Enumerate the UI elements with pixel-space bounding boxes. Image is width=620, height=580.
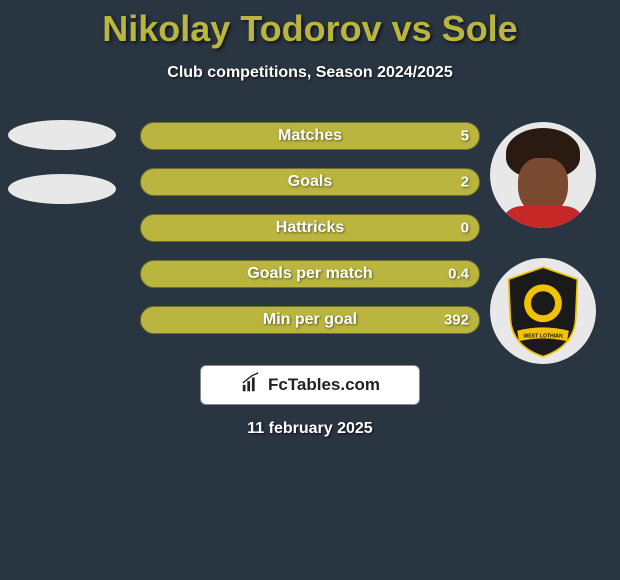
- crest-banner-text: WEST LOTHIAN: [523, 334, 563, 340]
- stat-bar-hattricks: Hattricks 0: [140, 214, 480, 242]
- player-avatar: [490, 122, 596, 228]
- stat-label: Min per goal: [263, 311, 357, 329]
- stat-label: Goals per match: [247, 265, 372, 283]
- stat-bar-matches: Matches 5: [140, 122, 480, 150]
- stats-list: Matches 5 Goals 2 Hattricks 0 Goals per …: [140, 122, 480, 334]
- page-title: Nikolay Todorov vs Sole: [0, 0, 620, 50]
- placeholder-ellipse: [8, 174, 116, 204]
- brand-chart-icon: [240, 372, 262, 399]
- placeholder-ellipse: [8, 120, 116, 150]
- player-face-icon: [490, 122, 596, 228]
- club-crest-icon: WEST LOTHIAN: [490, 258, 596, 364]
- stat-label: Matches: [278, 127, 342, 145]
- stat-value: 5: [461, 128, 469, 145]
- footer-date: 11 february 2025: [0, 420, 620, 438]
- club-crest: WEST LOTHIAN: [490, 258, 596, 364]
- stat-label: Goals: [288, 173, 332, 191]
- brand-label: FcTables.com: [268, 375, 380, 395]
- right-avatar-group: WEST LOTHIAN: [490, 122, 596, 364]
- stat-value: 2: [461, 174, 469, 191]
- stat-bar-goals-per-match: Goals per match 0.4: [140, 260, 480, 288]
- stat-label: Hattricks: [276, 219, 344, 237]
- stat-bar-min-per-goal: Min per goal 392: [140, 306, 480, 334]
- stat-bar-goals: Goals 2: [140, 168, 480, 196]
- stat-value: 0: [461, 220, 469, 237]
- stat-value: 392: [444, 312, 469, 329]
- page-subtitle: Club competitions, Season 2024/2025: [0, 64, 620, 82]
- stat-value: 0.4: [448, 266, 469, 283]
- left-placeholder-group: [8, 120, 116, 204]
- brand-badge: FcTables.com: [200, 365, 420, 405]
